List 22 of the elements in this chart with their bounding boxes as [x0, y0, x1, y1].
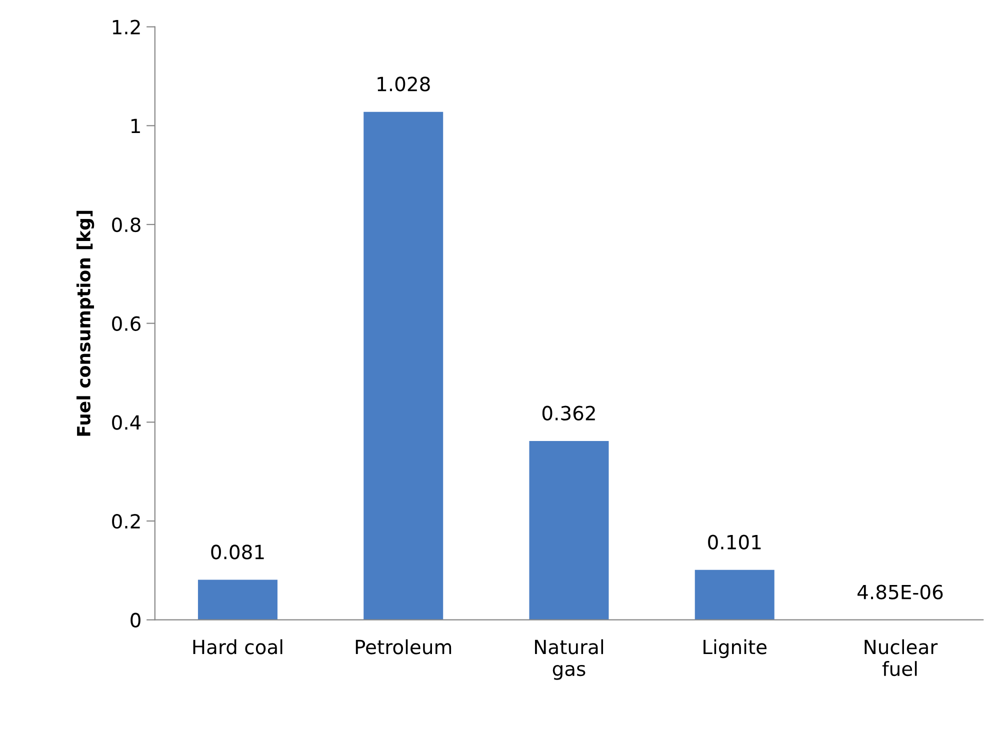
y-tick-label: 0	[130, 612, 140, 628]
bar	[198, 580, 278, 620]
data-label: 1.028	[378, 76, 430, 92]
x-tick-label: Lignite	[704, 639, 767, 658]
y-axis-title: Fuel consumption [kg]	[76, 210, 94, 436]
data-label: 0.362	[542, 406, 595, 421]
y-tick-label: 1.2	[112, 20, 140, 34]
bar	[364, 112, 444, 620]
data-label: 0.101	[708, 534, 761, 550]
bar	[529, 440, 609, 620]
y-tick-label: 0.2	[112, 514, 140, 529]
bar	[694, 570, 774, 620]
data-label: 0.081	[211, 544, 264, 560]
y-tick-label: 1	[131, 118, 140, 134]
data-label: 4.85E-06	[858, 584, 943, 600]
y-tick-label: 0.8	[112, 217, 140, 232]
x-tick-label: Nuclear fuel	[864, 639, 938, 676]
x-tick-label: Hard coal	[193, 639, 282, 654]
x-tick-label: Natural gas	[535, 639, 604, 680]
x-tick-label: Petroleum	[356, 639, 452, 654]
y-tick-label: 0.4	[112, 415, 141, 430]
y-tick-label: 0.6	[112, 316, 140, 331]
